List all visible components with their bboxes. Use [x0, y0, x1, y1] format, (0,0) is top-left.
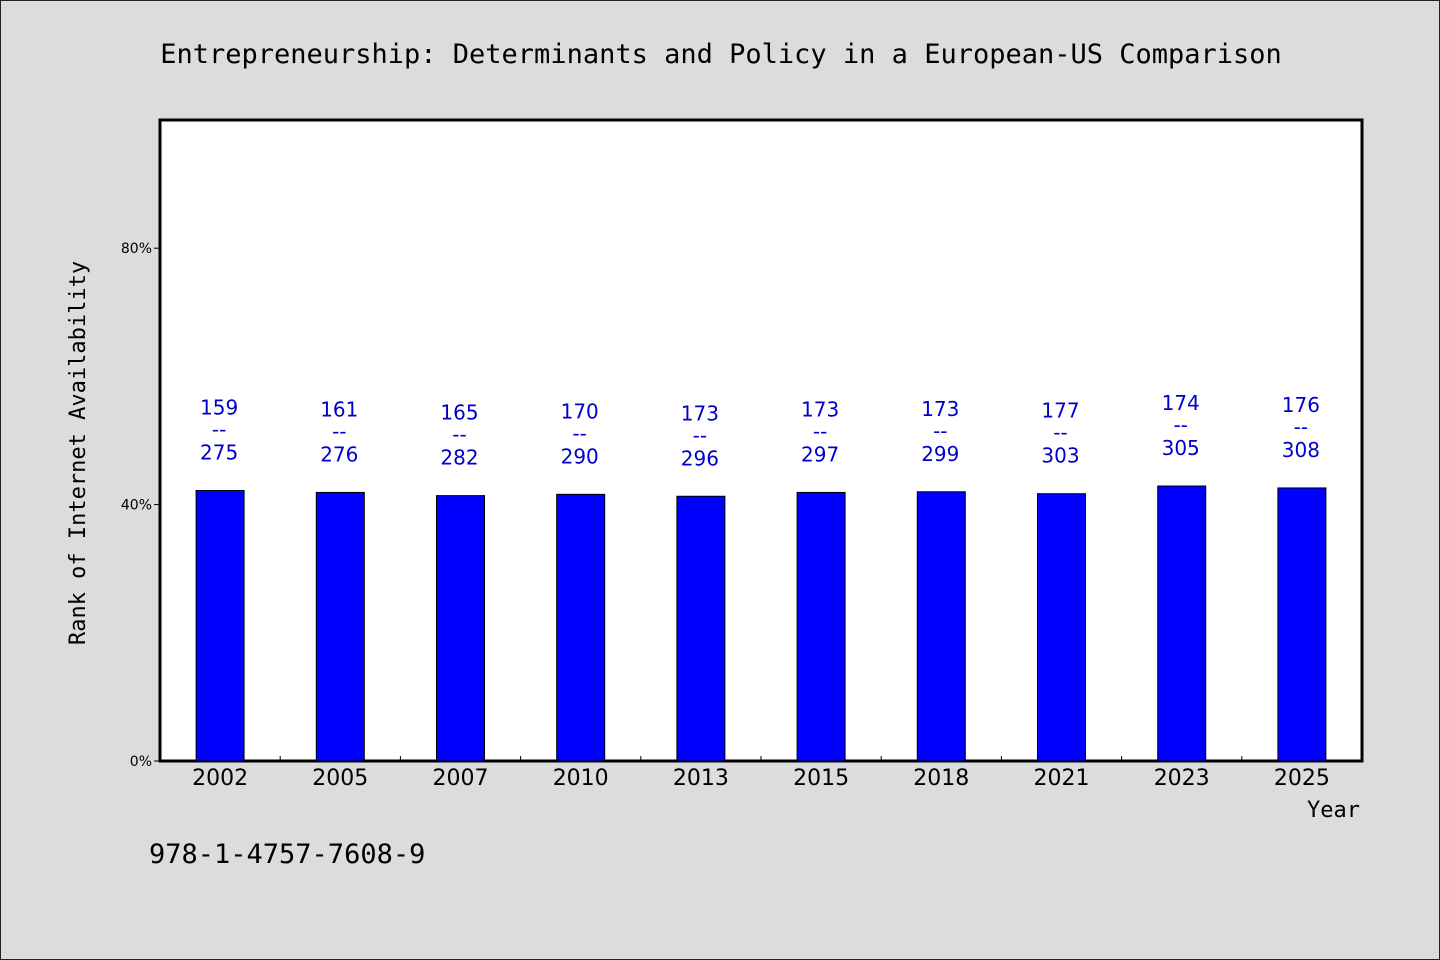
data-label-bottom: 282 — [440, 446, 478, 470]
data-label-bottom: 296 — [681, 446, 719, 470]
bar — [436, 495, 485, 762]
data-label-separator: -- — [332, 419, 346, 443]
data-label-separator: -- — [1053, 421, 1067, 445]
y-tick-label: 40% — [121, 498, 152, 514]
y-tick-label: 80% — [121, 241, 152, 257]
data-label-separator: -- — [1294, 415, 1308, 439]
data-label-separator: -- — [572, 421, 586, 445]
data-label-bottom: 305 — [1162, 436, 1200, 460]
x-tick-label: 2002 — [192, 766, 248, 791]
bar — [195, 489, 245, 762]
x-axis-label: Year — [1307, 798, 1360, 823]
x-tick-label: 2018 — [913, 766, 969, 791]
data-label-top: 170 — [561, 399, 599, 423]
y-tick-label: 0% — [130, 754, 152, 770]
data-label-bottom: 290 — [561, 444, 599, 468]
data-label-top: 165 — [440, 401, 478, 425]
x-axis: 2002 2005 2007 2010 2013 2015 2018 2021 2023 2025 — [192, 756, 1330, 791]
y-axis-label: Rank of Internet Availability — [66, 261, 91, 645]
data-label-top: 173 — [921, 397, 959, 421]
bar — [556, 493, 606, 762]
bar — [315, 491, 365, 762]
x-tick-label: 2015 — [793, 766, 849, 791]
data-label-separator: -- — [1173, 413, 1187, 437]
bar — [676, 495, 726, 762]
bar — [796, 491, 846, 762]
x-tick-label: 2023 — [1154, 766, 1210, 791]
bar — [916, 491, 966, 762]
chart-title: Entrepreneurship: Determinants and Polic… — [160, 39, 1282, 70]
data-label-top: 177 — [1041, 399, 1079, 423]
data-label-top: 161 — [320, 397, 358, 421]
x-tick-label: 2025 — [1274, 766, 1330, 791]
data-label-top: 176 — [1282, 393, 1320, 417]
isbn-text: 978-1-4757-7608-9 — [149, 839, 425, 870]
data-label-bottom: 308 — [1282, 438, 1320, 462]
data-label-top: 159 — [200, 395, 238, 419]
bars-group — [195, 485, 1327, 762]
data-label-top: 173 — [801, 397, 839, 421]
data-label-separator: -- — [813, 419, 827, 443]
data-label-bottom: 276 — [320, 442, 358, 466]
data-label-top: 173 — [681, 401, 719, 425]
bar — [1277, 487, 1327, 762]
bar — [1157, 485, 1207, 762]
x-tick-label: 2010 — [553, 766, 609, 791]
bar — [1037, 493, 1086, 762]
y-axis: 0% 40% 80% — [121, 241, 160, 770]
data-label-bottom: 297 — [801, 442, 839, 466]
data-label-separator: -- — [212, 417, 226, 441]
data-label-separator: -- — [693, 423, 707, 447]
x-tick-label: 2007 — [433, 766, 489, 791]
data-label-bottom: 299 — [921, 442, 959, 466]
data-label-top: 174 — [1162, 391, 1200, 415]
x-tick-label: 2005 — [312, 766, 368, 791]
data-label-bottom: 275 — [200, 440, 238, 464]
data-label-separator: -- — [933, 419, 947, 443]
data-label-separator: -- — [452, 423, 466, 447]
x-tick-label: 2013 — [673, 766, 729, 791]
data-labels-group: 159--275161--276165--282170--290173--296… — [200, 391, 1320, 470]
x-tick-label: 2021 — [1034, 766, 1090, 791]
data-label-bottom: 303 — [1041, 444, 1079, 468]
